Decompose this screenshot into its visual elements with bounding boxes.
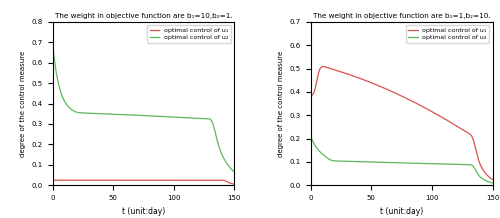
optimal control of u₂: [232, 171, 237, 173]
optimal control of u₂: [127, 114, 133, 116]
optimal control of u₂: [208, 119, 214, 122]
optimal control of u₂: [339, 160, 345, 162]
X-axis label: t (unit:day): t (unit:day): [122, 207, 165, 216]
optimal control of u₁: [127, 179, 133, 182]
Legend: optimal control of u₁, optimal control of u₂: optimal control of u₁, optimal control o…: [406, 25, 489, 43]
Line: optimal control of u₂: optimal control of u₂: [310, 136, 492, 183]
optimal control of u₁: [119, 179, 125, 182]
Line: optimal control of u₂: optimal control of u₂: [52, 42, 234, 172]
optimal control of u₁: [217, 179, 223, 181]
Line: optimal control of u₁: optimal control of u₁: [310, 66, 492, 179]
optimal control of u₁: [490, 178, 496, 181]
optimal control of u₂: [466, 163, 472, 166]
optimal control of u₁: [378, 85, 384, 88]
Title: The weight in objective function are b₁=10,b₂=1.: The weight in objective function are b₁=…: [54, 13, 232, 19]
Line: optimal control of u₁: optimal control of u₁: [52, 180, 234, 184]
optimal control of u₂: [386, 161, 392, 164]
optimal control of u₂: [81, 112, 87, 114]
optimal control of u₂: [378, 161, 384, 164]
optimal control of u₂: [50, 41, 56, 44]
optimal control of u₁: [320, 65, 326, 68]
optimal control of u₁: [81, 179, 87, 182]
optimal control of u₁: [486, 175, 492, 178]
optimal control of u₁: [228, 182, 234, 185]
optimal control of u₁: [232, 183, 237, 186]
optimal control of u₁: [328, 68, 334, 70]
optimal control of u₁: [308, 95, 314, 97]
optimal control of u₁: [386, 89, 392, 91]
Y-axis label: degree of the control measure: degree of the control measure: [20, 50, 26, 157]
optimal control of u₂: [308, 135, 314, 138]
optimal control of u₂: [119, 113, 125, 116]
optimal control of u₂: [328, 159, 334, 162]
Legend: optimal control of u₁, optimal control of u₂: optimal control of u₁, optimal control o…: [148, 25, 231, 43]
optimal control of u₁: [70, 179, 76, 182]
Title: The weight in objective function are b₁=1,b₂=10.: The weight in objective function are b₁=…: [313, 13, 490, 19]
optimal control of u₁: [466, 132, 472, 135]
X-axis label: t (unit:day): t (unit:day): [380, 207, 423, 216]
optimal control of u₁: [340, 71, 345, 73]
optimal control of u₁: [50, 179, 56, 182]
optimal control of u₁: [208, 179, 214, 182]
optimal control of u₂: [486, 181, 492, 183]
Y-axis label: degree of the control measure: degree of the control measure: [278, 50, 284, 157]
optimal control of u₂: [70, 109, 76, 112]
optimal control of u₂: [490, 182, 496, 184]
optimal control of u₂: [228, 167, 234, 170]
